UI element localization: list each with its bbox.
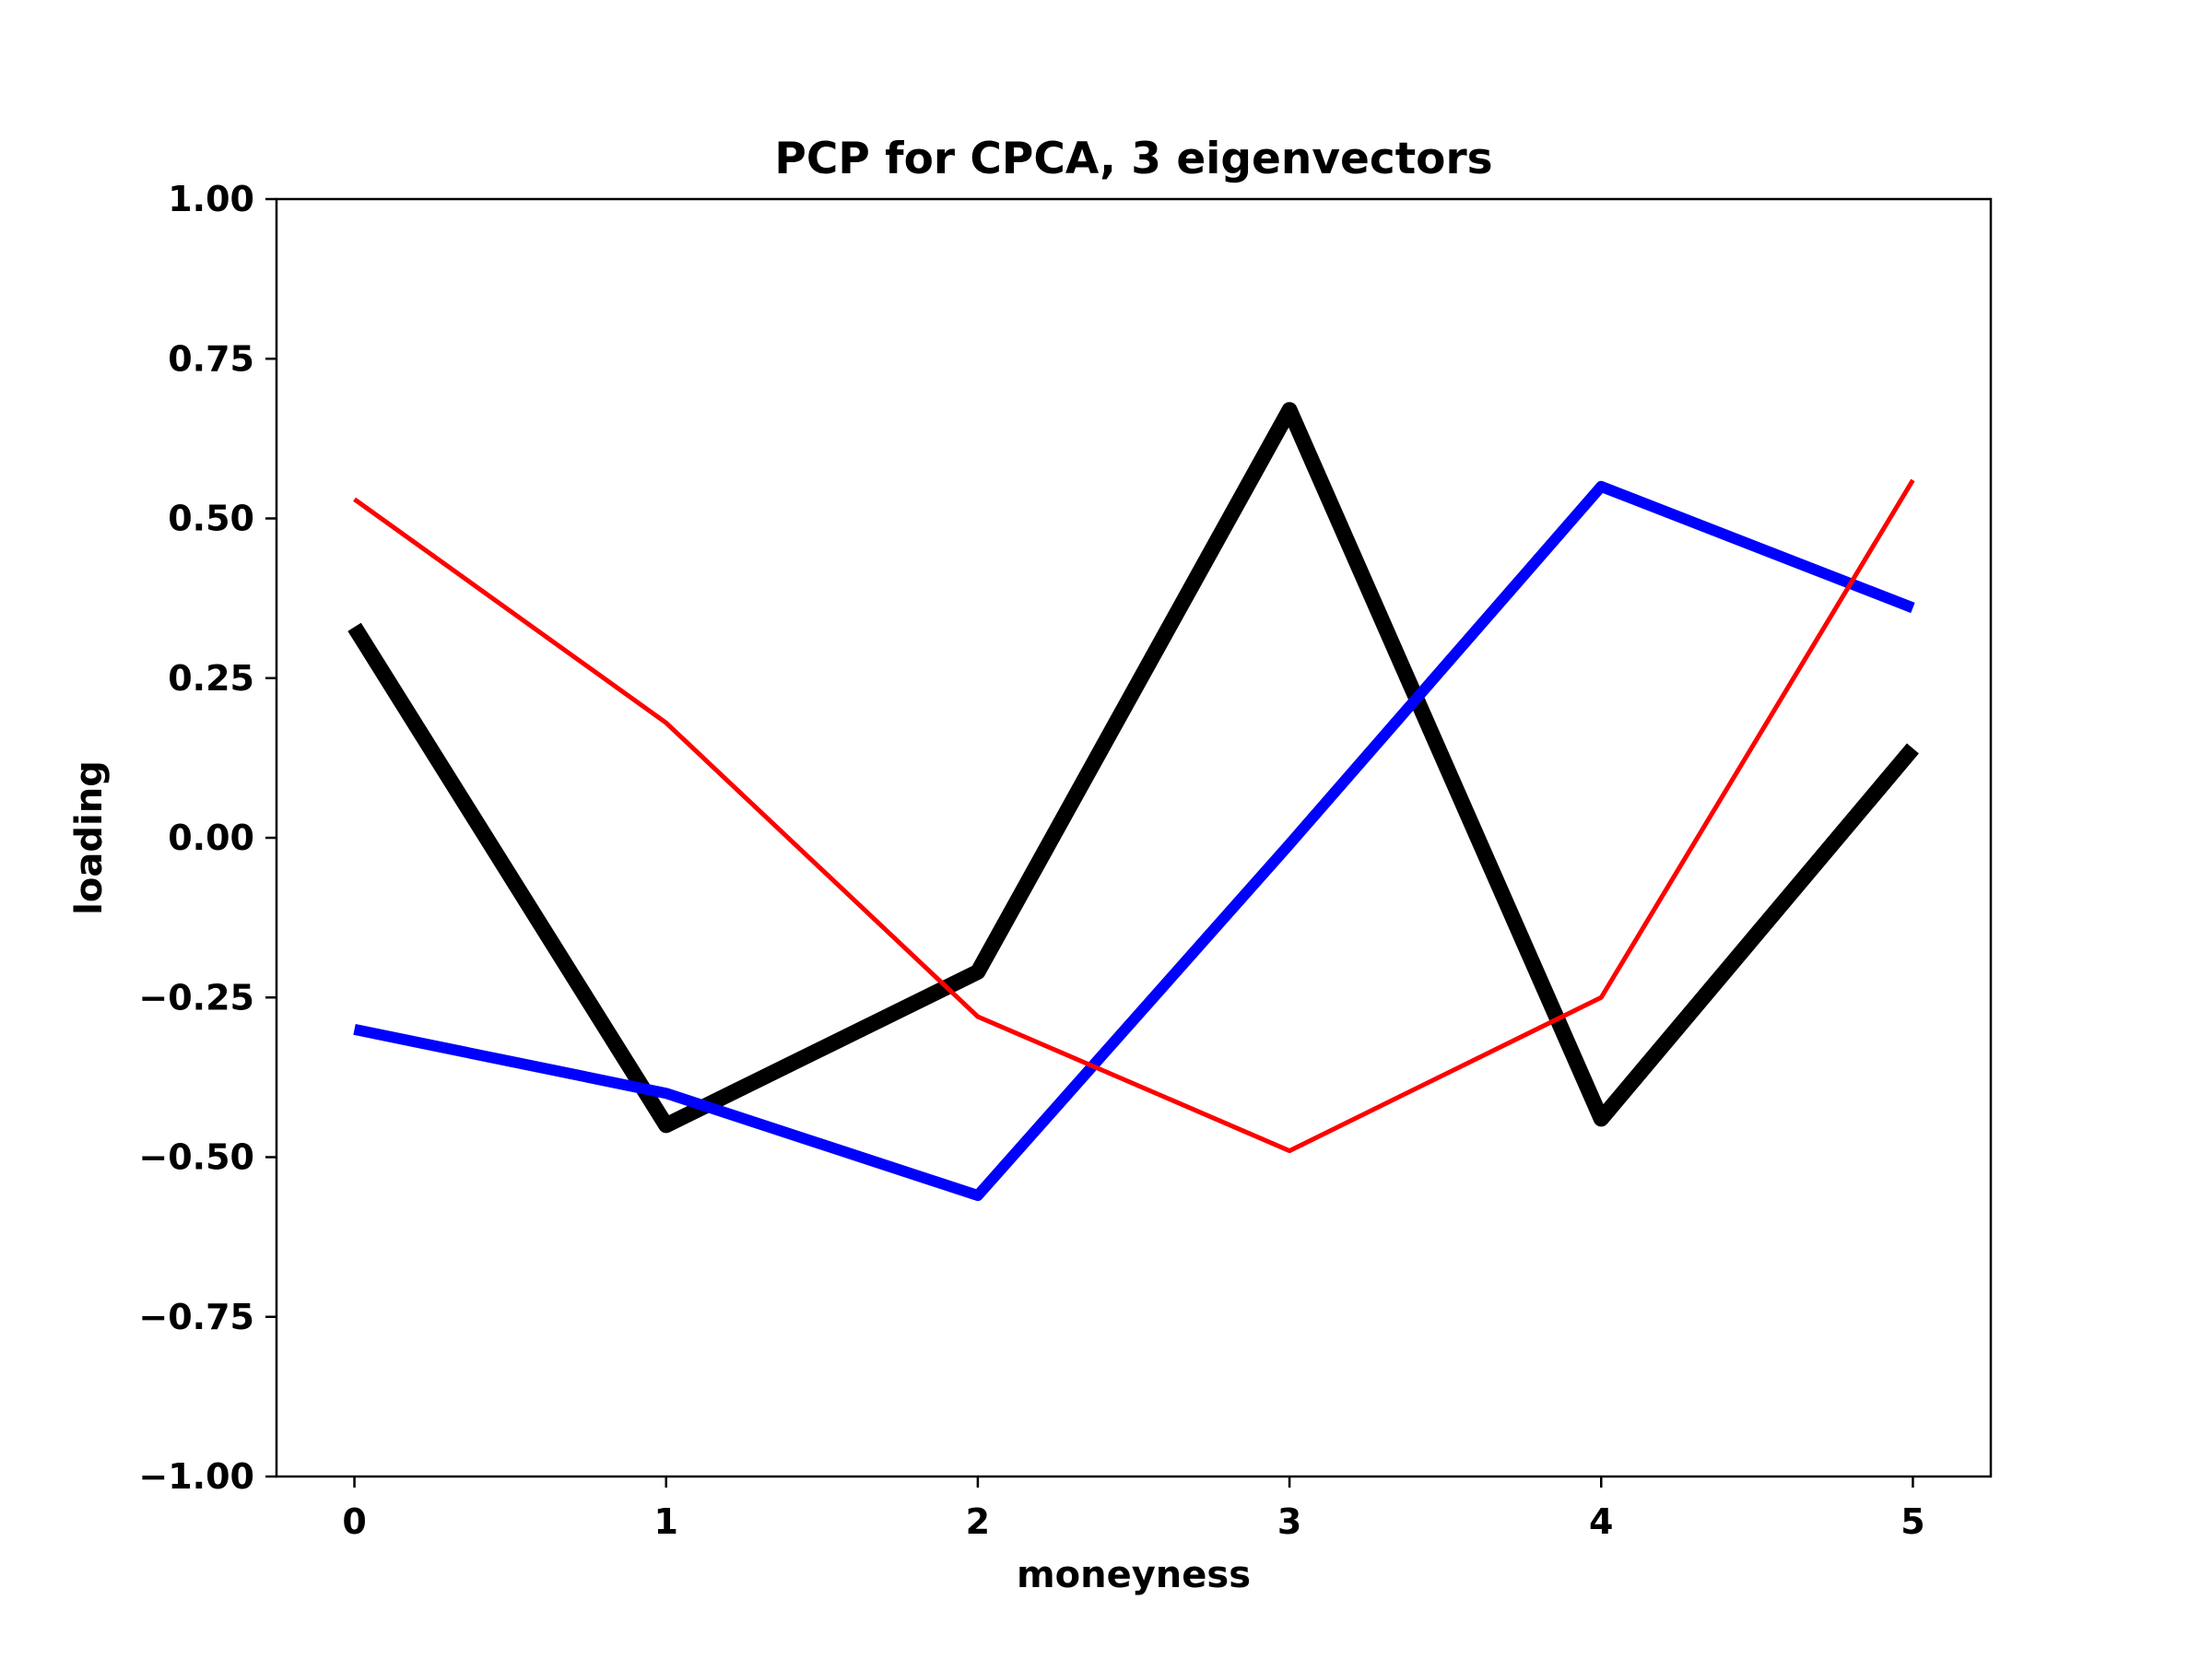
x-ticks: 0 1 2 3 4 5 xyxy=(342,1477,1925,1542)
series-layer xyxy=(347,402,1919,1202)
y-tick-label: −0.50 xyxy=(138,1137,254,1178)
chart-title: PCP for CPCA, 3 eigenvectors xyxy=(774,134,1492,184)
x-tick-label: 2 xyxy=(966,1501,990,1542)
series-line-2 xyxy=(353,480,1915,1202)
y-tick-label: −0.75 xyxy=(138,1297,254,1337)
x-tick-label: 3 xyxy=(1277,1501,1301,1542)
y-axis-label: loading xyxy=(68,760,111,915)
series-line-3 xyxy=(353,478,1915,1154)
y-tick-label: 0.50 xyxy=(168,499,254,539)
y-tick-label: 1.00 xyxy=(168,179,254,219)
y-tick-label: −0.25 xyxy=(138,977,254,1018)
x-axis-label: moneyness xyxy=(1017,1554,1251,1596)
y-tick-label: 0.75 xyxy=(168,338,254,379)
x-tick-label: 5 xyxy=(1900,1501,1924,1542)
x-tick-label: 4 xyxy=(1589,1501,1613,1542)
y-tick-label: −1.00 xyxy=(138,1456,254,1497)
series-line-1 xyxy=(347,402,1919,1134)
x-tick-label: 0 xyxy=(342,1501,366,1542)
y-tick-label: 0.00 xyxy=(168,818,254,858)
y-tick-label: 0.25 xyxy=(168,658,254,699)
y-ticks: 1.00 0.75 0.50 0.25 0.00 −0.25 −0.50 −0.75 −1.00 xyxy=(138,179,276,1497)
x-tick-label: 1 xyxy=(654,1501,678,1542)
